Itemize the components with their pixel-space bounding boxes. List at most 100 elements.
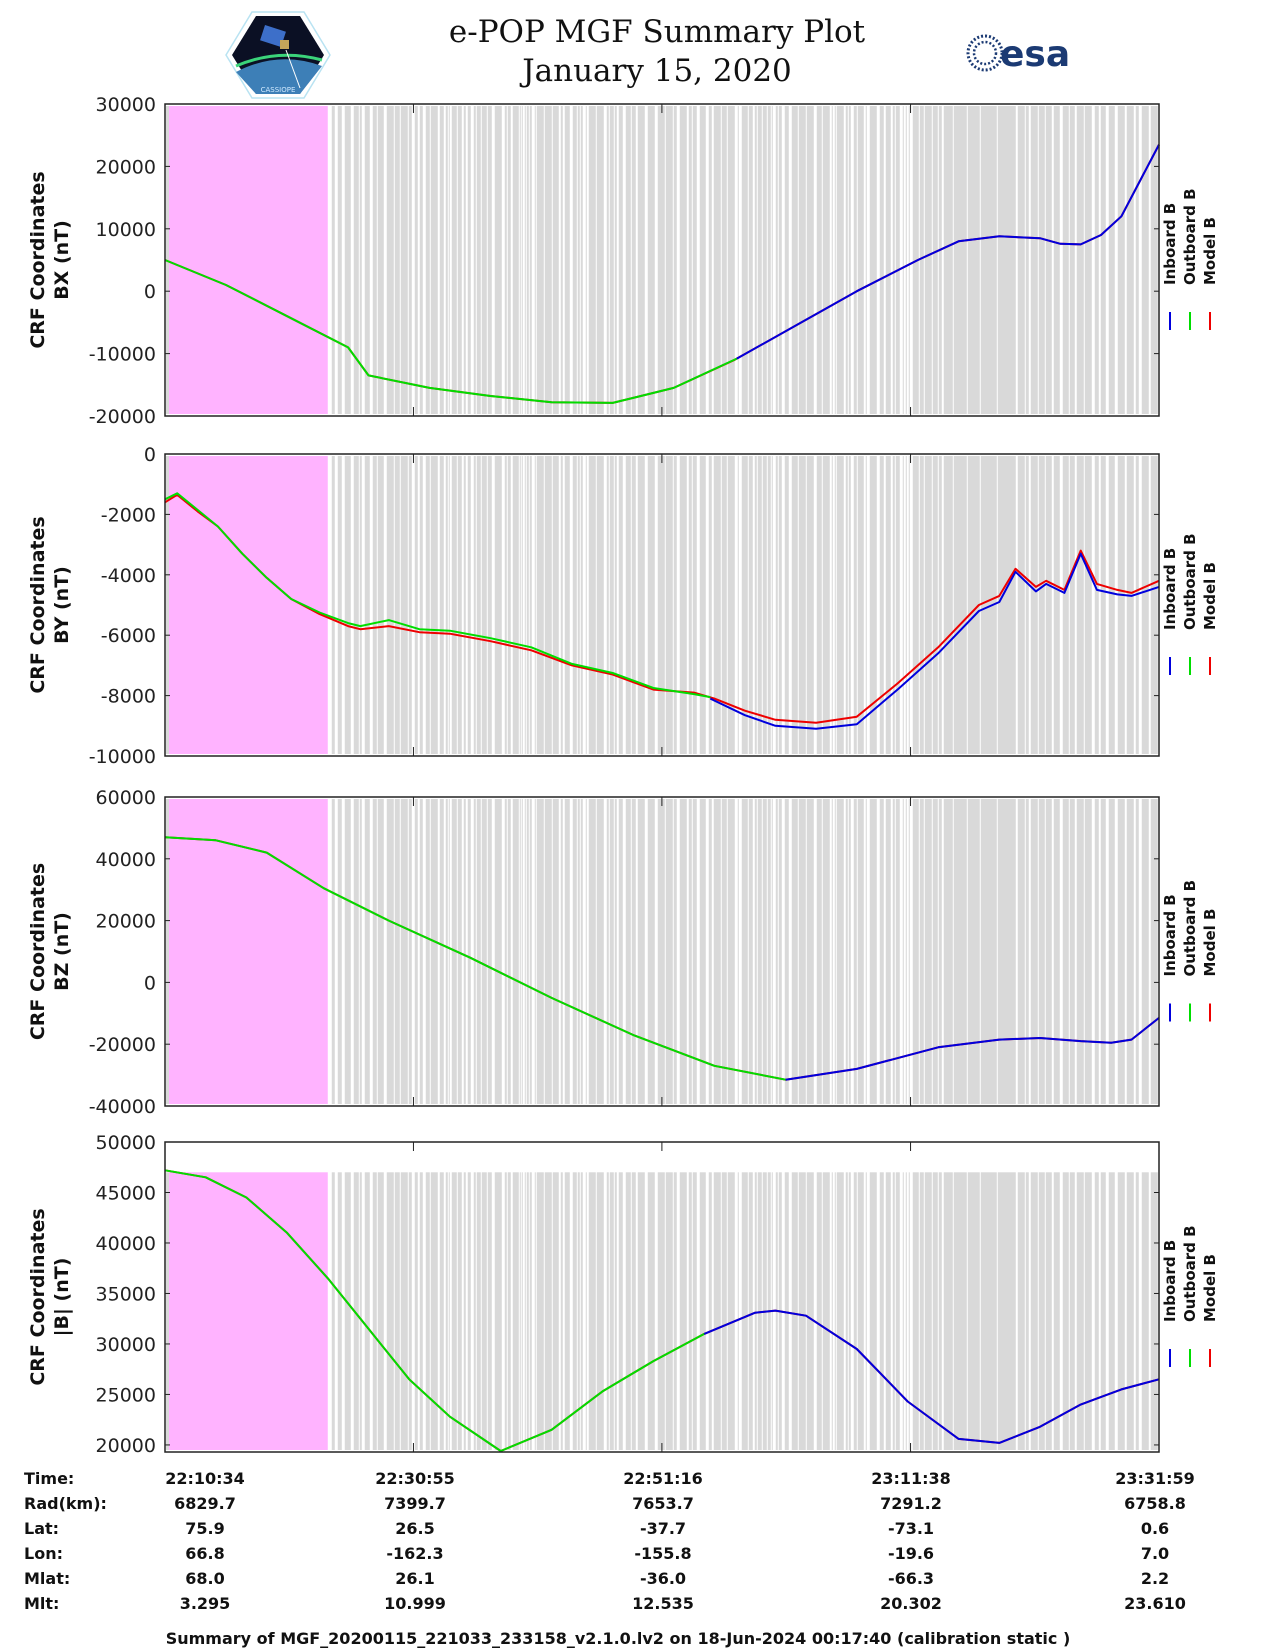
gray-band — [364, 456, 370, 754]
gray-band — [816, 456, 822, 754]
gray-band — [791, 799, 798, 1104]
series-line-inboard-b — [785, 1017, 1160, 1081]
ephemeris-cell: 7653.7 — [632, 1494, 694, 1513]
ephemeris-cell: -162.3 — [386, 1544, 443, 1563]
gray-band — [1038, 1172, 1045, 1450]
gray-band — [526, 799, 529, 1104]
gray-band — [885, 799, 891, 1104]
gray-band — [836, 106, 844, 414]
gray-band — [798, 1172, 806, 1450]
gray-band — [377, 1172, 384, 1450]
gray-band — [1126, 106, 1134, 414]
gray-band — [364, 1172, 370, 1450]
gray-band — [577, 106, 580, 414]
gray-band — [771, 799, 773, 1104]
gray-band — [1084, 456, 1092, 754]
gray-band — [353, 456, 359, 754]
gray-band — [631, 106, 636, 414]
gray-band — [1094, 799, 1099, 1104]
gray-band — [467, 456, 471, 754]
gray-band — [1100, 456, 1106, 754]
gray-band — [924, 456, 932, 754]
gray-band — [938, 456, 942, 754]
gray-band — [419, 106, 423, 414]
gray-band — [408, 1172, 412, 1450]
gray-band — [585, 106, 587, 414]
gray-band — [625, 1172, 631, 1450]
gray-band — [1150, 799, 1158, 1104]
gray-band — [708, 1172, 712, 1450]
gray-band — [905, 1172, 907, 1450]
gray-band — [609, 456, 614, 754]
gray-band — [741, 456, 748, 754]
gray-band — [727, 106, 735, 414]
gray-band — [1017, 106, 1025, 414]
gray-band — [919, 1172, 924, 1450]
gray-band — [524, 456, 526, 754]
gray-band — [688, 799, 692, 1104]
gray-band — [748, 106, 753, 414]
gray-band — [609, 799, 614, 1104]
gray-band — [692, 106, 697, 414]
gray-band — [577, 799, 580, 1104]
gray-band — [618, 1172, 623, 1450]
gray-band — [932, 456, 938, 754]
gray-band — [425, 456, 430, 754]
gray-band — [741, 1172, 748, 1450]
gray-band — [1084, 799, 1092, 1104]
gray-band — [741, 799, 748, 1104]
gray-band — [932, 799, 938, 1104]
ephemeris-cell: 22:30:55 — [375, 1469, 455, 1488]
gray-band — [377, 456, 384, 754]
gray-band — [816, 799, 822, 1104]
gray-band — [463, 1172, 466, 1450]
gray-band — [372, 456, 377, 754]
gray-band — [331, 456, 335, 754]
gray-band — [529, 456, 532, 754]
gray-band — [1030, 456, 1038, 754]
gray-band — [775, 799, 778, 1104]
gray-band — [521, 1172, 523, 1450]
gray-band — [754, 1172, 757, 1450]
y-tick-label: -10000 — [89, 746, 156, 768]
gray-band — [757, 1172, 762, 1450]
y-tick-label: 35000 — [96, 1283, 156, 1305]
gray-band — [1069, 1172, 1075, 1450]
legend-label: Model B — [1201, 562, 1219, 630]
gray-band — [757, 456, 762, 754]
gray-band — [1150, 106, 1158, 414]
gray-band — [1117, 799, 1125, 1104]
gray-band — [967, 1172, 980, 1450]
gray-band — [534, 799, 536, 1104]
gray-band — [1076, 456, 1084, 754]
gray-band — [895, 456, 900, 754]
gray-band — [504, 1172, 507, 1450]
gray-band — [857, 106, 864, 414]
gray-band — [869, 456, 877, 754]
gray-band — [425, 799, 430, 1104]
gray-band — [637, 799, 645, 1104]
gray-bands — [331, 1172, 1159, 1450]
gray-band — [625, 456, 631, 754]
gray-bands — [331, 456, 1159, 754]
gray-band — [1141, 1172, 1149, 1450]
legend-label: Outboard B — [1181, 1225, 1199, 1322]
gray-band — [692, 1172, 697, 1450]
gray-band — [419, 799, 423, 1104]
gray-band — [451, 106, 457, 414]
gray-band — [857, 799, 864, 1104]
gray-band — [1045, 799, 1052, 1104]
gray-band — [631, 456, 636, 754]
esa-logo-text: esa — [1000, 34, 1070, 75]
gray-band — [1126, 799, 1134, 1104]
gray-band — [529, 1172, 532, 1450]
legend-label: Inboard B — [1161, 548, 1179, 630]
plot-date: January 15, 2020 — [519, 53, 792, 89]
gray-band — [386, 106, 394, 414]
panel-2: 0 -2000 -4000 -6000 -8000 -10000 CRF Coordinat… — [27, 444, 1219, 768]
gray-band — [943, 456, 953, 754]
gray-band — [519, 799, 521, 1104]
gray-band — [457, 456, 462, 754]
gray-band — [494, 1172, 502, 1450]
gray-band — [512, 106, 519, 414]
